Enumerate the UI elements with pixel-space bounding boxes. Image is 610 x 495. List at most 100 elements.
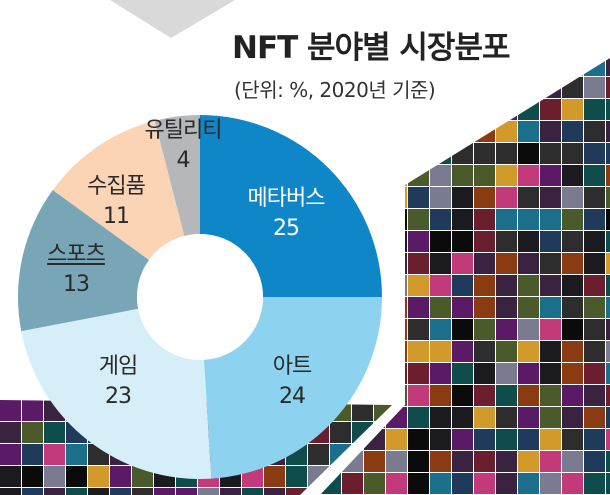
collage-tile xyxy=(518,451,539,472)
collage-tile xyxy=(562,165,583,186)
collage-tile xyxy=(386,451,407,472)
collage-tile xyxy=(584,297,605,318)
collage-tile xyxy=(540,319,561,340)
collage-tile xyxy=(452,473,473,494)
collage-tile xyxy=(386,187,407,208)
collage-tile xyxy=(342,451,363,472)
collage-tile xyxy=(540,121,561,142)
label-value: 11 xyxy=(102,204,130,229)
donut-slice-5 xyxy=(154,115,200,236)
collage-tile xyxy=(320,143,341,164)
slice-label-art: 아트 24 xyxy=(273,352,312,412)
slice-label-utility: 유틸리티 4 xyxy=(144,116,223,176)
collage-tile xyxy=(22,488,43,495)
collage-tile xyxy=(0,488,21,495)
label-text: 메타버스 xyxy=(247,186,326,211)
collage-tile xyxy=(430,209,451,230)
collage-tile xyxy=(430,341,451,362)
collage-tile xyxy=(364,473,385,494)
collage-tile xyxy=(386,319,407,340)
collage-tile xyxy=(562,231,583,252)
collage-tile xyxy=(408,143,429,164)
collage-tile xyxy=(540,429,561,450)
collage-tile xyxy=(584,231,605,252)
label-text: 유틸리티 xyxy=(144,118,223,143)
collage-tile xyxy=(364,429,385,450)
collage-tile xyxy=(474,275,495,296)
collage-tile xyxy=(452,341,473,362)
collage-tile xyxy=(584,58,605,76)
collage-tile xyxy=(562,209,583,230)
label-value: 24 xyxy=(278,384,306,409)
donut-slice-1 xyxy=(203,297,382,479)
collage-tile xyxy=(452,165,473,186)
collage-tile xyxy=(540,187,561,208)
collage-tile xyxy=(496,253,517,274)
collage-tile xyxy=(352,400,373,421)
collage-tile xyxy=(430,231,451,252)
slice-label-sports: 스포츠 13 xyxy=(47,240,106,300)
collage-tile xyxy=(220,488,241,495)
collage-tile xyxy=(22,400,43,421)
collage-tile xyxy=(0,422,21,443)
collage-tile xyxy=(606,99,610,120)
collage-tile xyxy=(518,99,539,120)
collage-tile xyxy=(0,400,21,421)
collage-tile xyxy=(584,99,605,120)
collage-tile xyxy=(430,363,451,384)
collage-tile xyxy=(474,341,495,362)
collage-tile xyxy=(606,319,610,340)
collage-tile xyxy=(386,363,407,384)
collage-tile xyxy=(242,488,263,495)
collage-tile xyxy=(606,297,610,318)
collage-tile xyxy=(562,451,583,472)
collage-tile xyxy=(408,187,429,208)
donut-chart xyxy=(17,115,382,479)
collage-tile xyxy=(364,165,385,186)
collage-tile xyxy=(44,488,65,495)
collage-tile xyxy=(584,143,605,164)
collage-tile xyxy=(364,385,385,406)
collage-tile xyxy=(496,275,517,296)
collage-tile xyxy=(540,341,561,362)
collage-tile xyxy=(364,121,385,142)
label-text: 스포츠 xyxy=(47,242,106,267)
collage-tile xyxy=(408,385,429,406)
collage-tile xyxy=(386,143,407,164)
collage-tile xyxy=(198,488,219,495)
collage-tile xyxy=(540,451,561,472)
collage-tile xyxy=(540,165,561,186)
collage-tile xyxy=(474,253,495,274)
collage-tile xyxy=(540,77,561,98)
collage-tile xyxy=(408,341,429,362)
chart-title: NFT 분야별 시장분포 xyxy=(232,30,510,66)
collage-tile xyxy=(584,209,605,230)
collage-tile xyxy=(430,121,451,142)
collage-tile xyxy=(474,429,495,450)
collage-tile xyxy=(264,488,285,495)
collage-tile xyxy=(584,275,605,296)
collage-tile xyxy=(518,165,539,186)
collage-tile xyxy=(518,319,539,340)
donut-slice-4 xyxy=(52,120,185,260)
collage-tile xyxy=(606,121,610,142)
collage-tile xyxy=(584,363,605,384)
collage-tile xyxy=(540,231,561,252)
collage-tile xyxy=(562,473,583,494)
collage-tile xyxy=(562,99,583,120)
collage-tile xyxy=(132,488,153,495)
collage-tile xyxy=(584,341,605,362)
collage-tile xyxy=(518,473,539,494)
collage-tile xyxy=(562,121,583,142)
collage-tile xyxy=(452,385,473,406)
collage-tile xyxy=(496,187,517,208)
collage-tile xyxy=(540,209,561,230)
collage-tile xyxy=(518,231,539,252)
collage-tile xyxy=(452,275,473,296)
collage-tile xyxy=(540,473,561,494)
collage-tile xyxy=(562,385,583,406)
label-text: 수집품 xyxy=(87,174,146,199)
collage-tile xyxy=(606,187,610,208)
collage-tile xyxy=(584,319,605,340)
collage-tile xyxy=(364,451,385,472)
